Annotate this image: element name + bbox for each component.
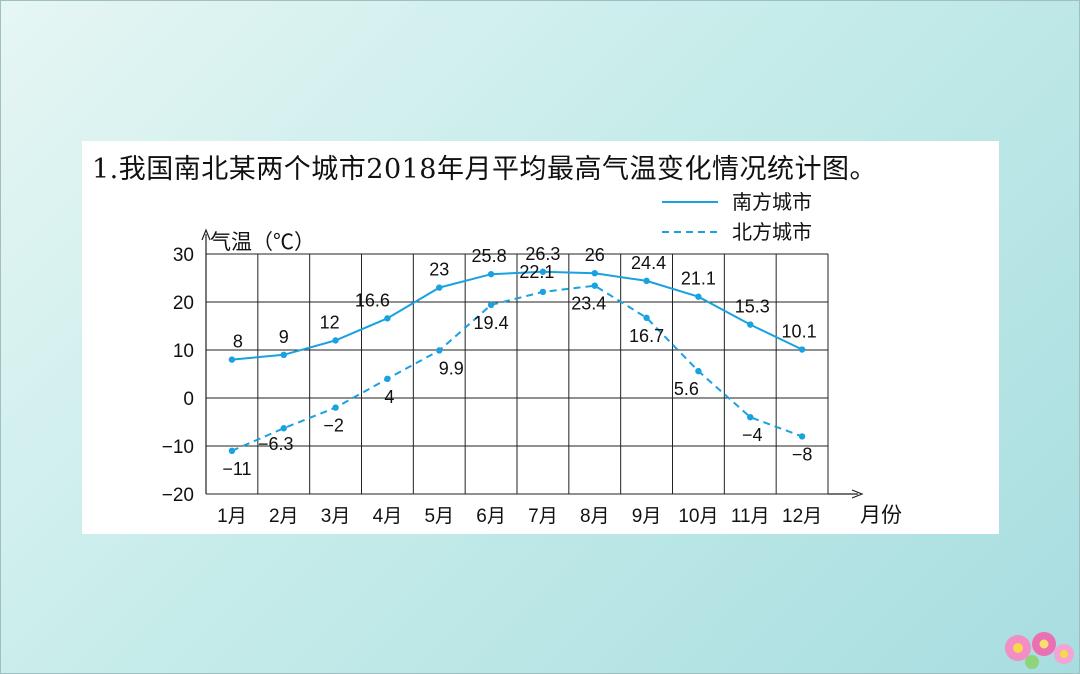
flower-decoration <box>1005 632 1074 669</box>
north-city-data-label: 16.7 <box>629 326 664 346</box>
north-city-point <box>591 282 598 289</box>
north-city-line <box>231 284 803 452</box>
y-tick-label: −10 <box>162 437 194 458</box>
north-city-data-label: 23.4 <box>571 294 606 314</box>
north-city-data-label: −8 <box>792 444 813 464</box>
south-city-point <box>436 284 443 291</box>
north-city-point <box>280 425 287 432</box>
x-tick-label: 4月 <box>373 506 403 527</box>
south-city-point <box>332 337 339 344</box>
south-city-data-label: 21.1 <box>681 269 716 289</box>
south-city-line <box>231 270 803 361</box>
x-tick-label: 7月 <box>528 506 558 527</box>
south-city-data-label: 26.3 <box>525 244 560 264</box>
north-city-point <box>384 375 391 382</box>
x-tick-label: 1月 <box>217 506 247 527</box>
south-city-data-label: 16.6 <box>355 290 390 310</box>
south-city-data-label: 25.8 <box>472 246 507 266</box>
north-city-data-label: −6.3 <box>258 434 294 454</box>
south-city-data-label: 9 <box>279 327 289 347</box>
y-tick-label: 10 <box>173 341 194 362</box>
x-tick-label: 11月 <box>731 506 770 527</box>
legend-north-label: 北方城市 <box>732 221 812 244</box>
chart-card: 1.我国南北某两个城市2018年月平均最高气温变化情况统计图。 气温（℃） 月份 3… <box>82 141 999 534</box>
north-city-point <box>695 367 702 375</box>
line-chart: 气温（℃） 月份 30 20 10 0 −10 −20 1月 2月 3月 4月 5月 6月 7月 8月 9月 10… <box>162 191 902 527</box>
x-tick-label: 10月 <box>678 506 718 527</box>
north-city-point <box>643 314 650 322</box>
south-city-point <box>747 321 754 328</box>
south-city-point <box>539 268 547 275</box>
south-city-point <box>643 277 650 285</box>
y-axis-arrow <box>201 228 211 241</box>
x-tick-label: 9月 <box>632 506 662 527</box>
x-tick-label: 3月 <box>321 506 351 527</box>
south-city-point <box>228 356 236 363</box>
x-tick-label: 6月 <box>476 506 506 527</box>
north-city-point <box>228 447 236 454</box>
south-city-point <box>384 315 391 322</box>
chart-title: 1.我国南北某两个城市2018年月平均最高气温变化情况统计图。 <box>92 154 877 185</box>
north-city-point <box>487 301 495 309</box>
south-city-data-label: 10.1 <box>782 322 817 342</box>
y-tick-label: 0 <box>183 389 194 410</box>
north-city-point <box>539 288 547 296</box>
north-city-point <box>436 347 443 354</box>
north-city-data-label: 9.9 <box>439 358 464 378</box>
south-city-point <box>280 351 287 358</box>
north-city-data-label: −4 <box>742 425 763 445</box>
south-city-point <box>591 270 598 277</box>
south-city-data-label: 15.3 <box>735 297 770 317</box>
south-city-data-label: 23 <box>429 260 449 280</box>
south-city-data-label: 26 <box>585 245 605 265</box>
south-city-point <box>695 293 702 300</box>
legend-south-label: 南方城市 <box>732 191 812 214</box>
south-city-data-label: 24.4 <box>631 253 666 273</box>
north-city-data-label: −11 <box>222 459 251 479</box>
y-tick-label: 20 <box>173 293 194 314</box>
y-tick-label: 30 <box>173 245 194 266</box>
north-city-point <box>798 433 806 440</box>
x-tick-label: 5月 <box>424 506 454 527</box>
x-axis-arrow <box>851 489 864 499</box>
south-city-data-label: 8 <box>233 332 243 352</box>
north-city-data-label: 5.6 <box>674 379 699 399</box>
y-tick-label: −20 <box>162 485 194 506</box>
south-city-data-label: 12 <box>320 312 340 332</box>
x-axis-label: 月份 <box>860 504 902 527</box>
x-tick-label: 2月 <box>269 506 299 527</box>
y-axis-label: 气温（℃） <box>210 231 315 254</box>
north-city-data-label: 19.4 <box>474 313 509 333</box>
north-city-point <box>332 404 339 411</box>
x-tick-label: 8月 <box>580 506 610 527</box>
north-city-data-label: 22.1 <box>519 262 554 282</box>
south-city-point <box>798 346 806 353</box>
north-city-data-label: 4 <box>384 387 394 407</box>
north-city-point <box>747 414 754 421</box>
south-city-point <box>487 270 495 278</box>
x-tick-label: 12月 <box>782 506 822 527</box>
north-city-data-label: −2 <box>323 416 344 436</box>
